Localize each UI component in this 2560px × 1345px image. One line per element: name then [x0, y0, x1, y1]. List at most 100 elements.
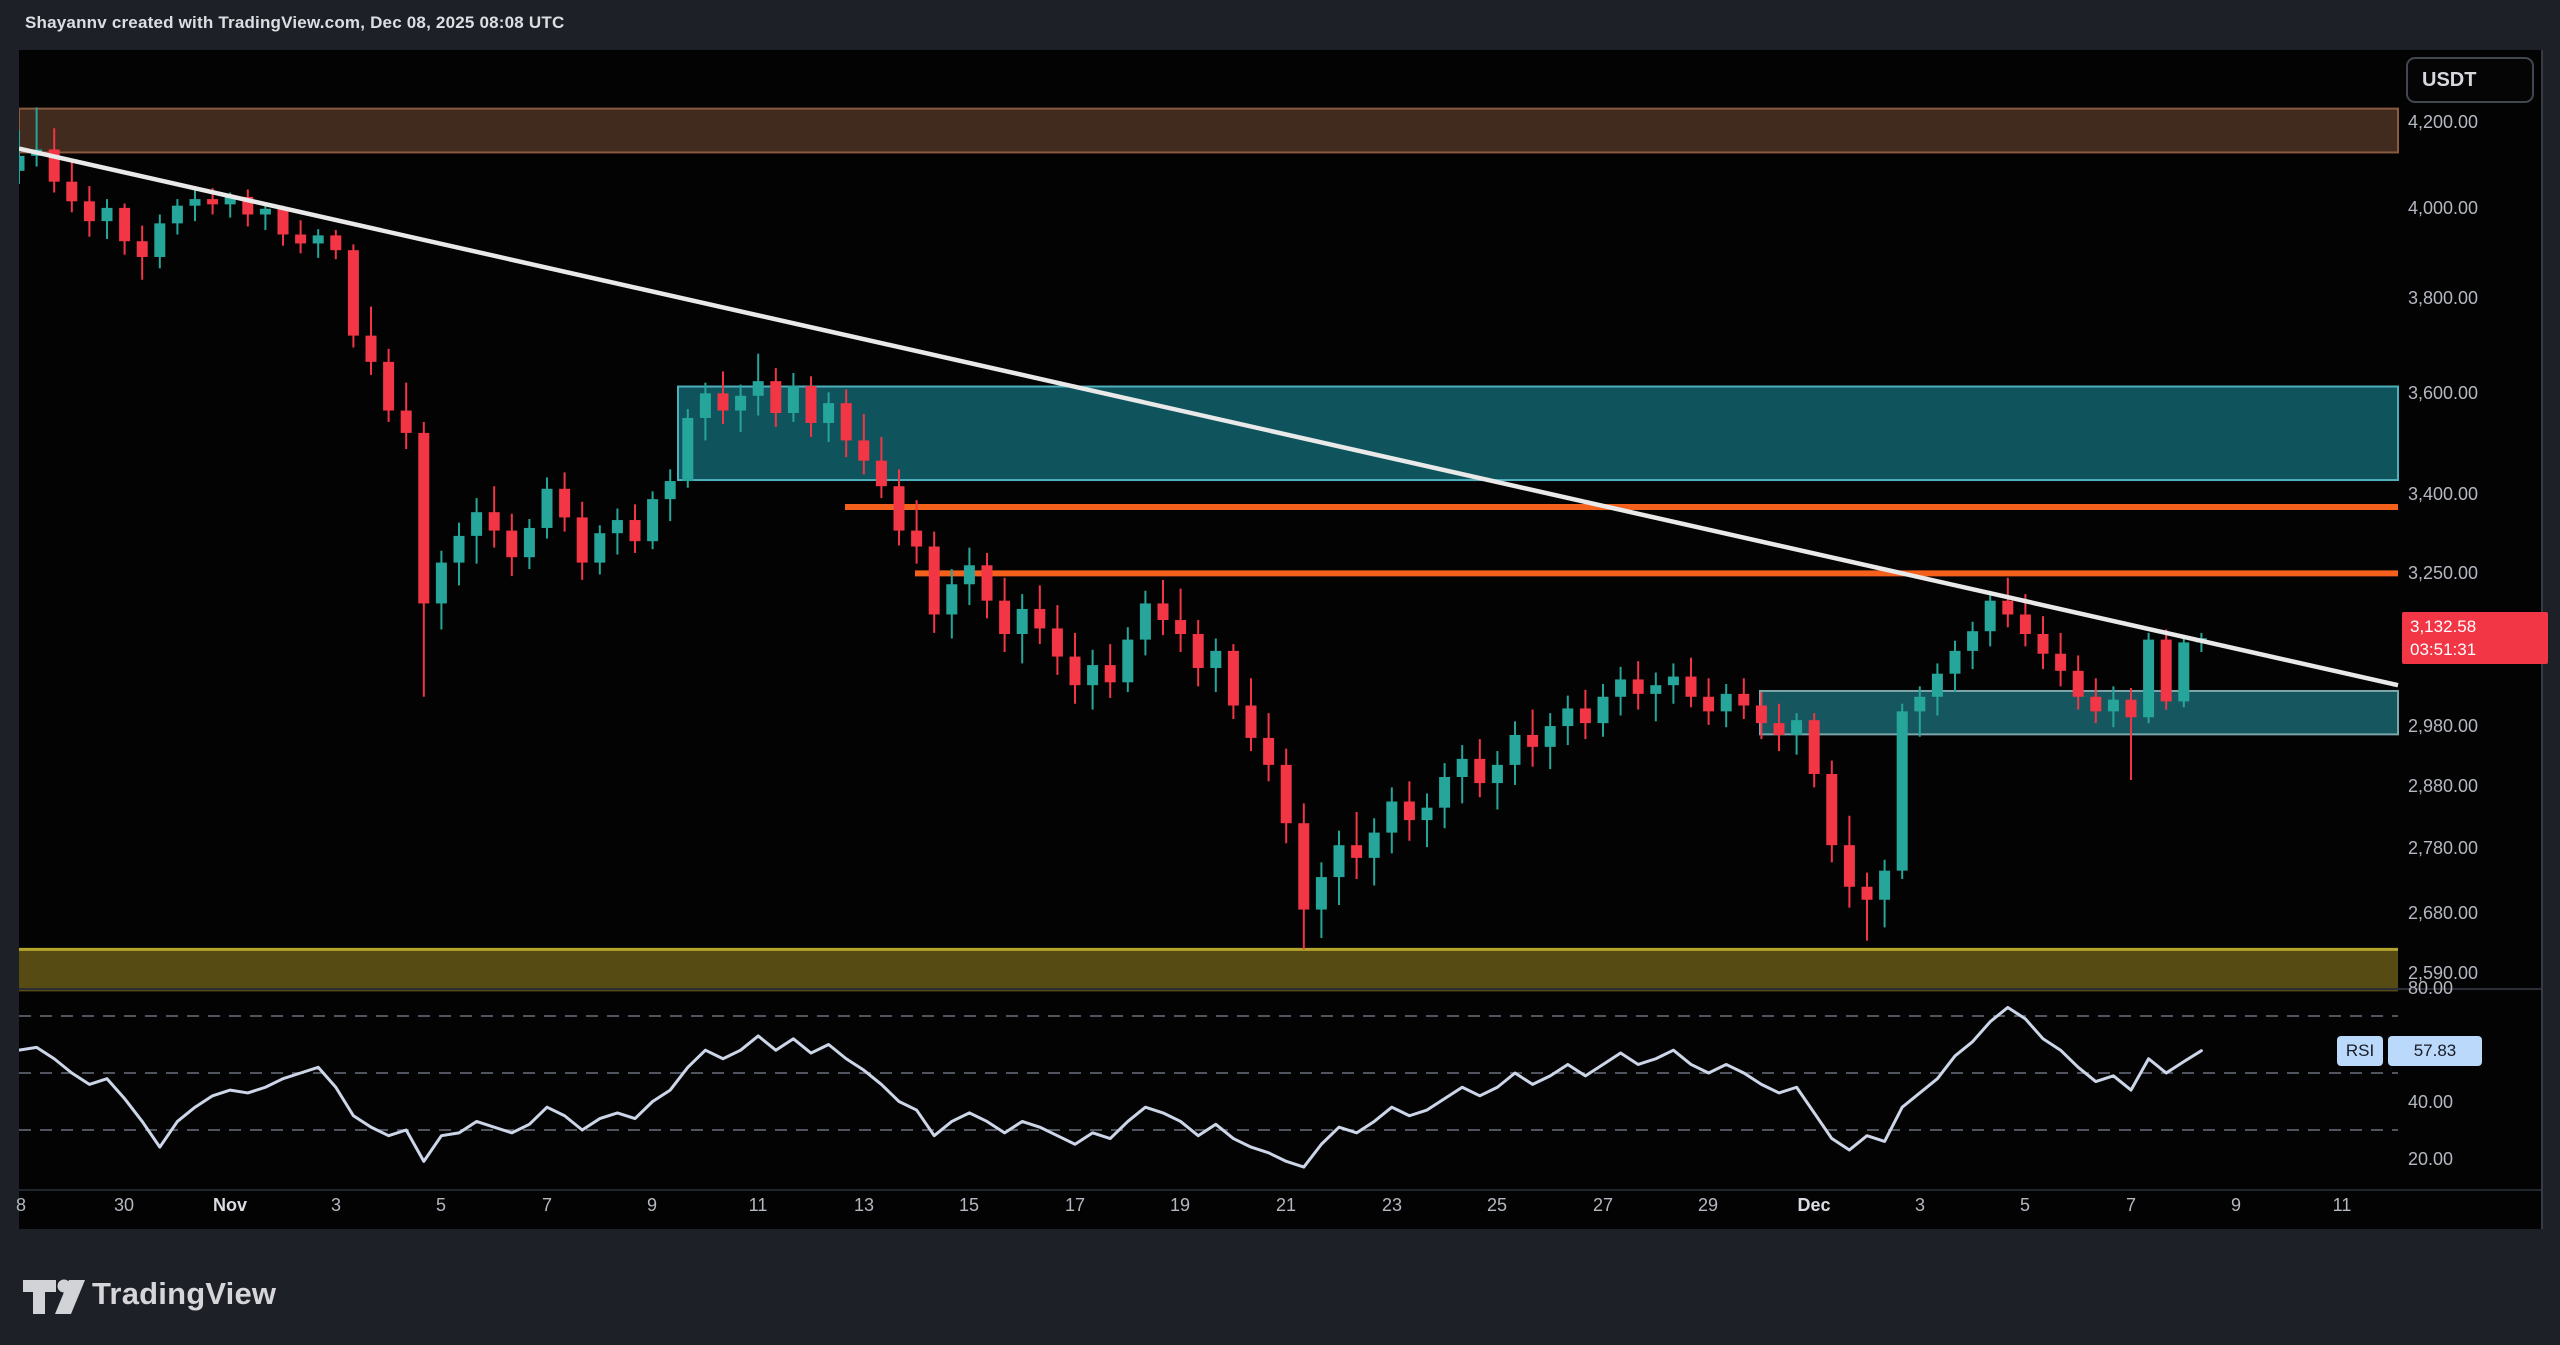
- candle-body-down: [1579, 708, 1591, 724]
- resistance-zone-high[interactable]: [19, 107, 2399, 154]
- candle-body-up: [2143, 639, 2155, 718]
- candle-body-down: [559, 488, 571, 518]
- candle-body-down: [1773, 723, 1785, 735]
- price-axis-label: 2,880.00: [2408, 776, 2479, 797]
- time-axis-label: 11: [2332, 1195, 2352, 1215]
- candle-body-up: [1456, 758, 1468, 778]
- candle-body-down: [1104, 665, 1116, 683]
- descending-trendline[interactable]: [19, 146, 2399, 688]
- candle-body-down: [1755, 705, 1767, 724]
- candle-body-down: [242, 196, 254, 215]
- candle-body-up: [259, 208, 271, 215]
- time-axis-label: 30: [113, 1195, 135, 1215]
- candle-body-up: [1879, 870, 1891, 900]
- candle-body-down: [136, 241, 148, 257]
- candle-body-up: [224, 196, 236, 205]
- candle-body-down: [999, 600, 1011, 635]
- rsi-axis-label: 80.00: [2408, 977, 2454, 998]
- rsi-indicator-label[interactable]: RSI: [2337, 1035, 2383, 1066]
- candle-body-down: [400, 410, 412, 433]
- candle-body-down: [83, 201, 95, 222]
- time-axis-label: 13: [853, 1195, 875, 1215]
- candle-body-down: [1861, 886, 1873, 900]
- candle-body-up: [611, 520, 623, 534]
- candle-body-down: [875, 460, 887, 487]
- candle-body-down: [1157, 603, 1169, 621]
- candle-body-down: [770, 381, 782, 414]
- candle-body-down: [717, 393, 729, 411]
- price-axis-label: 2,980.00: [2408, 716, 2479, 737]
- candle-body-up: [1087, 665, 1099, 686]
- candle-body-up: [1368, 832, 1380, 858]
- candle-body-up: [963, 565, 975, 585]
- candle-body-down: [383, 361, 395, 411]
- time-axis-label: Dec: [1797, 1195, 1831, 1215]
- price-axis-label: 4,200.00: [2408, 111, 2479, 132]
- candle-body-down: [1298, 823, 1310, 910]
- tradingview-brand-text: TradingView: [92, 1276, 277, 1311]
- candle-body-down: [1703, 696, 1715, 712]
- time-axis-label: 3: [330, 1195, 341, 1215]
- candle-body-down: [2002, 600, 2014, 615]
- candle-body-down: [207, 199, 219, 205]
- header-bar: Shayannv created with TradingView.com, D…: [0, 0, 2560, 50]
- time-axis-label: 15: [958, 1195, 980, 1215]
- candle-body-up: [1949, 650, 1961, 674]
- candle-body-down: [1263, 737, 1275, 765]
- candle-body-up: [594, 533, 606, 563]
- candle-body-up: [523, 527, 535, 558]
- support-zone-low[interactable]: [19, 949, 2398, 992]
- rsi-axis-label: 40.00: [2408, 1091, 2454, 1112]
- candle-body-down: [911, 530, 923, 547]
- candle-body-up: [787, 386, 799, 414]
- candle-body-up: [1016, 608, 1028, 635]
- price-axis-label: 2,780.00: [2408, 838, 2479, 859]
- supply-zone-mid[interactable]: [677, 385, 2399, 482]
- candle-body-down: [1245, 705, 1257, 738]
- candle-body-up: [1914, 696, 1926, 712]
- candle-body-down: [805, 386, 817, 423]
- candle-body-down: [295, 234, 307, 244]
- candle-body-down: [2055, 653, 2067, 671]
- time-axis-label: 11: [748, 1195, 768, 1215]
- candle-body-down: [1051, 628, 1063, 657]
- candle-body-up: [647, 499, 659, 542]
- time-axis-label: 29: [1697, 1195, 1719, 1215]
- candle-body-down: [1843, 845, 1855, 887]
- candle-body-down: [928, 546, 940, 615]
- candle-body-up: [541, 488, 553, 528]
- candle-body-up: [1122, 639, 1134, 683]
- candle-body-up: [453, 535, 465, 563]
- quote-currency-toggle[interactable]: USDT: [2406, 57, 2534, 103]
- candle-body-up: [752, 381, 764, 396]
- candle-body-down: [840, 403, 852, 441]
- candle-body-down: [2019, 614, 2031, 635]
- candle-body-up: [101, 207, 113, 222]
- candle-body-up: [823, 403, 835, 423]
- price-axis-label: 4,000.00: [2408, 197, 2479, 218]
- candle-body-down: [365, 335, 377, 362]
- candle-body-up: [1615, 679, 1627, 697]
- candle-body-down: [1280, 764, 1292, 824]
- candle-body-down: [277, 208, 289, 235]
- candle-body-down: [2125, 699, 2137, 718]
- candle-body-down: [576, 517, 588, 563]
- candle-body-down: [2090, 696, 2102, 712]
- candle-body-up: [1333, 845, 1345, 878]
- time-axis-label: 23: [1381, 1195, 1403, 1215]
- tradingview-logo-icon: [23, 1279, 85, 1314]
- candle-body-up: [1931, 673, 1943, 697]
- time-axis-label: 8: [15, 1195, 26, 1215]
- candle-body-up: [2178, 642, 2190, 702]
- candle-body-up: [471, 512, 483, 536]
- candle-body-up: [1210, 650, 1222, 668]
- candle-body-down: [1069, 656, 1081, 686]
- candle-body-up: [1315, 877, 1327, 910]
- price-axis-label: 3,400.00: [2408, 483, 2479, 504]
- price-axis-label: 3,250.00: [2408, 563, 2479, 584]
- candle-body-down: [1175, 620, 1187, 635]
- candle-body-up: [682, 417, 694, 482]
- candle-body-down: [1474, 758, 1486, 784]
- candle-body-up: [1421, 807, 1433, 821]
